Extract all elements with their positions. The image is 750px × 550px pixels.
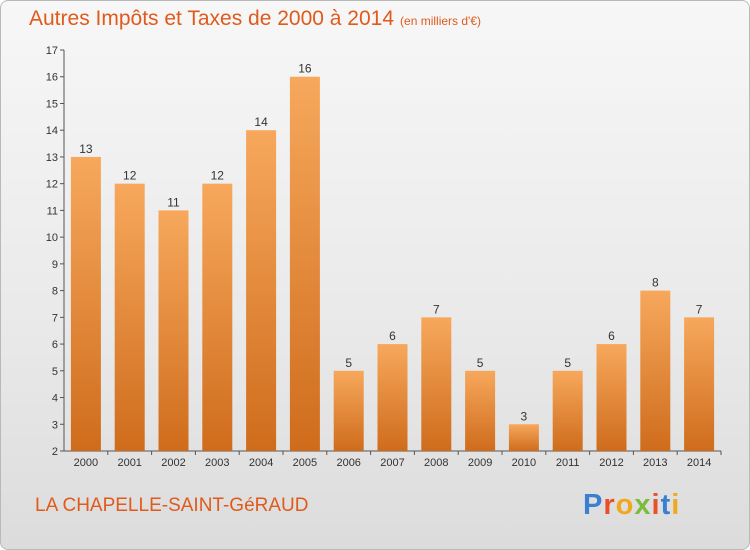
bar: [70, 156, 101, 451]
bar: [114, 183, 145, 451]
data-label: 7: [433, 302, 440, 316]
bar: [289, 76, 320, 451]
data-label: 5: [345, 356, 352, 370]
logo-letter: i: [651, 489, 661, 521]
bar: [684, 317, 715, 451]
bars: [70, 76, 715, 451]
y-tick-label: 16: [46, 72, 58, 84]
x-tick-label: 2006: [336, 457, 360, 469]
x-tick-label: 2010: [512, 457, 536, 469]
y-axis: 2 3 4 5 6 7 8 9 10 11 12 13 14 15 16 17: [46, 45, 65, 458]
x-axis: 2000 2001 2002 2003 2004 2005 2006 2007 2008 2009…: [64, 450, 722, 469]
y-tick-label: 4: [52, 393, 58, 405]
bar: [202, 183, 233, 451]
x-tick-label: 2003: [205, 457, 229, 469]
y-tick-label: 6: [52, 339, 58, 351]
x-tick-label: 2008: [424, 457, 448, 469]
x-tick-label: 2011: [556, 457, 580, 469]
x-tick-label: 2004: [249, 457, 273, 469]
y-tick-label: 3: [52, 419, 58, 431]
data-label: 12: [211, 169, 225, 183]
data-label: 16: [298, 62, 312, 76]
data-label: 14: [254, 115, 268, 129]
bar: [246, 130, 277, 451]
logo-letter: r: [603, 489, 616, 521]
x-tick-label: 2000: [74, 457, 98, 469]
bar: [377, 344, 408, 451]
y-tick-label: 7: [52, 312, 58, 324]
proxiti-logo: Proxiti: [583, 489, 680, 522]
x-tick-label: 2012: [599, 457, 623, 469]
x-tick-label: 2014: [687, 457, 711, 469]
x-tick-label: 2007: [380, 457, 404, 469]
y-tick-label: 12: [46, 179, 58, 191]
x-tick-label: 2001: [117, 457, 141, 469]
bar: [552, 370, 583, 451]
y-tick-label: 14: [46, 125, 58, 137]
y-tick-label: 5: [52, 366, 58, 378]
x-tick-label: 2009: [468, 457, 492, 469]
unit-label: (en milliers d'€): [400, 14, 482, 28]
y-tick-label: 13: [46, 152, 58, 164]
x-tick-label: 2002: [161, 457, 185, 469]
y-tick-label: 10: [46, 232, 58, 244]
commune-name: LA CHAPELLE-SAINT-GéRAUD: [35, 495, 309, 516]
bar: [596, 344, 627, 451]
title-text: Autres Impôts et Taxes de 2000 à 2014: [29, 7, 395, 30]
bar: [508, 424, 539, 451]
y-tick-label: 8: [52, 286, 58, 298]
data-label: 6: [389, 329, 396, 343]
y-tick-label: 9: [52, 259, 58, 271]
bar: [333, 370, 364, 451]
data-label: 6: [608, 329, 615, 343]
data-label: 12: [123, 169, 137, 183]
logo-letter: P: [583, 489, 604, 521]
bar: [158, 210, 189, 451]
data-label: 13: [79, 142, 93, 156]
y-tick-label: 2: [52, 446, 58, 458]
y-tick-label: 17: [46, 45, 58, 57]
logo-letter: t: [660, 489, 672, 521]
data-label: 11: [167, 195, 180, 209]
data-label: 8: [652, 276, 659, 290]
chart-title: Autres Impôts et Taxes de 2000 à 2014 (en…: [29, 7, 481, 31]
bar: [421, 317, 452, 451]
bar: [465, 370, 496, 451]
y-tick-label: 15: [46, 98, 58, 110]
x-tick-label: 2005: [293, 457, 317, 469]
data-label: 7: [696, 302, 703, 316]
x-tick-label: 2013: [643, 457, 667, 469]
data-label: 5: [564, 356, 571, 370]
logo-letter: o: [615, 489, 635, 521]
logo-letter: i: [671, 489, 681, 521]
data-label: 3: [521, 409, 528, 423]
bar: [640, 290, 671, 451]
data-labels: 13 12 11 12 14 16 5 6 7 5 3 5 6 8 7: [79, 62, 703, 424]
logo-letter: x: [634, 489, 652, 521]
data-label: 5: [477, 356, 484, 370]
y-tick-label: 11: [47, 205, 58, 217]
